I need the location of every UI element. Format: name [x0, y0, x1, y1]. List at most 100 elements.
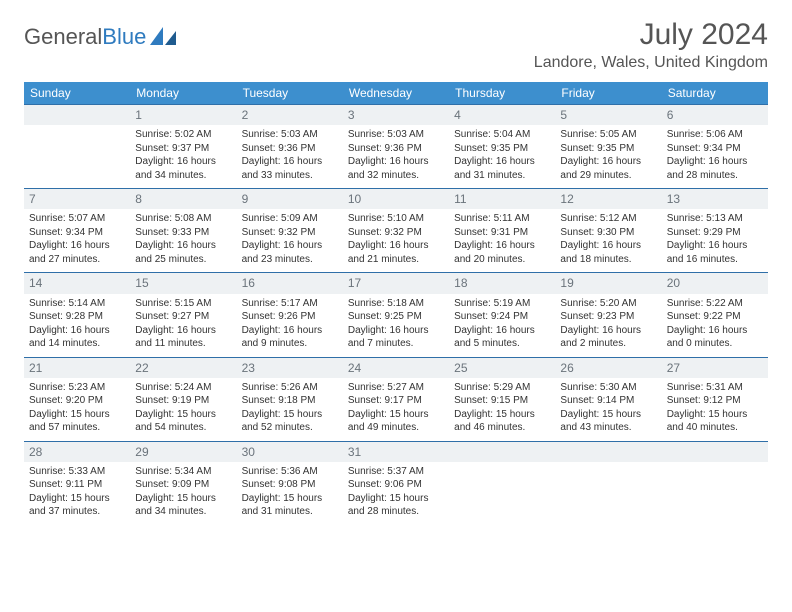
day-number: 20 [662, 273, 768, 293]
sunset-text: Sunset: 9:08 PM [242, 478, 338, 492]
sunrise-text: Sunrise: 5:05 AM [560, 128, 656, 142]
sunrise-text: Sunrise: 5:02 AM [135, 128, 231, 142]
daylight-text: Daylight: 15 hours [454, 408, 550, 422]
location-text: Landore, Wales, United Kingdom [534, 54, 768, 72]
sunrise-text: Sunrise: 5:26 AM [242, 381, 338, 395]
day-cell: 27Sunrise: 5:31 AMSunset: 9:12 PMDayligh… [662, 358, 768, 441]
sunset-text: Sunset: 9:12 PM [667, 394, 763, 408]
day-cell: 1Sunrise: 5:02 AMSunset: 9:37 PMDaylight… [130, 105, 236, 188]
dayname: Sunday [24, 82, 130, 104]
daylight-text: Daylight: 16 hours [348, 239, 444, 253]
day-number: 5 [555, 105, 661, 125]
sunset-text: Sunset: 9:33 PM [135, 226, 231, 240]
daylight-text: and 34 minutes. [135, 505, 231, 519]
daylight-text: Daylight: 16 hours [560, 324, 656, 338]
sunrise-text: Sunrise: 5:14 AM [29, 297, 125, 311]
day-number: 31 [343, 442, 449, 462]
daylight-text: and 40 minutes. [667, 421, 763, 435]
daylight-text: Daylight: 16 hours [348, 324, 444, 338]
sunset-text: Sunset: 9:25 PM [348, 310, 444, 324]
dayname: Friday [555, 82, 661, 104]
daylight-text: Daylight: 15 hours [135, 408, 231, 422]
sunrise-text: Sunrise: 5:24 AM [135, 381, 231, 395]
dayname: Wednesday [343, 82, 449, 104]
daylight-text: and 16 minutes. [667, 253, 763, 267]
daylight-text: Daylight: 15 hours [135, 492, 231, 506]
sunset-text: Sunset: 9:22 PM [667, 310, 763, 324]
sunset-text: Sunset: 9:20 PM [29, 394, 125, 408]
title-block: July 2024 Landore, Wales, United Kingdom [534, 18, 768, 72]
week-row: 1Sunrise: 5:02 AMSunset: 9:37 PMDaylight… [24, 104, 768, 188]
day-cell: 28Sunrise: 5:33 AMSunset: 9:11 PMDayligh… [24, 442, 130, 525]
day-number: 3 [343, 105, 449, 125]
sunrise-text: Sunrise: 5:36 AM [242, 465, 338, 479]
empty-cell [24, 105, 130, 188]
sunset-text: Sunset: 9:09 PM [135, 478, 231, 492]
daylight-text: Daylight: 16 hours [135, 324, 231, 338]
day-number: 14 [24, 273, 130, 293]
logo-word1: General [24, 24, 102, 49]
day-cell: 11Sunrise: 5:11 AMSunset: 9:31 PMDayligh… [449, 189, 555, 272]
week-row: 28Sunrise: 5:33 AMSunset: 9:11 PMDayligh… [24, 441, 768, 525]
sunset-text: Sunset: 9:36 PM [348, 142, 444, 156]
day-number: 4 [449, 105, 555, 125]
daylight-text: Daylight: 15 hours [242, 408, 338, 422]
sunset-text: Sunset: 9:11 PM [29, 478, 125, 492]
daylight-text: and 9 minutes. [242, 337, 338, 351]
daylight-text: Daylight: 15 hours [29, 492, 125, 506]
day-cell: 25Sunrise: 5:29 AMSunset: 9:15 PMDayligh… [449, 358, 555, 441]
day-number: 30 [237, 442, 343, 462]
day-cell: 10Sunrise: 5:10 AMSunset: 9:32 PMDayligh… [343, 189, 449, 272]
daylight-text: and 5 minutes. [454, 337, 550, 351]
daylight-text: Daylight: 16 hours [242, 239, 338, 253]
sunset-text: Sunset: 9:26 PM [242, 310, 338, 324]
day-cell: 14Sunrise: 5:14 AMSunset: 9:28 PMDayligh… [24, 273, 130, 356]
sunset-text: Sunset: 9:34 PM [29, 226, 125, 240]
daylight-text: and 46 minutes. [454, 421, 550, 435]
dayname: Thursday [449, 82, 555, 104]
sunrise-text: Sunrise: 5:15 AM [135, 297, 231, 311]
day-cell: 31Sunrise: 5:37 AMSunset: 9:06 PMDayligh… [343, 442, 449, 525]
daylight-text: Daylight: 15 hours [242, 492, 338, 506]
day-cell: 12Sunrise: 5:12 AMSunset: 9:30 PMDayligh… [555, 189, 661, 272]
day-cell: 30 Sunrise: 5:36 AMSunset: 9:08 PMDayligh… [237, 442, 343, 525]
daylight-text: and 27 minutes. [29, 253, 125, 267]
day-cell: 22Sunrise: 5:24 AMSunset: 9:19 PMDayligh… [130, 358, 236, 441]
day-number-empty [555, 442, 661, 462]
day-number: 1 [130, 105, 236, 125]
daylight-text: and 33 minutes. [242, 169, 338, 183]
daylight-text: Daylight: 16 hours [242, 324, 338, 338]
logo-text: GeneralBlue [24, 24, 146, 50]
day-cell: 19Sunrise: 5:20 AMSunset: 9:23 PMDayligh… [555, 273, 661, 356]
sunset-text: Sunset: 9:06 PM [348, 478, 444, 492]
sunset-text: Sunset: 9:32 PM [348, 226, 444, 240]
day-cell: 16Sunrise: 5:17 AMSunset: 9:26 PMDayligh… [237, 273, 343, 356]
daylight-text: Daylight: 16 hours [667, 239, 763, 253]
daylight-text: Daylight: 16 hours [560, 239, 656, 253]
sunset-text: Sunset: 9:30 PM [560, 226, 656, 240]
daylight-text: and 28 minutes. [667, 169, 763, 183]
sunset-text: Sunset: 9:24 PM [454, 310, 550, 324]
sunset-text: Sunset: 9:34 PM [667, 142, 763, 156]
daylight-text: and 14 minutes. [29, 337, 125, 351]
daylight-text: and 20 minutes. [454, 253, 550, 267]
sunrise-text: Sunrise: 5:19 AM [454, 297, 550, 311]
week-row: 14Sunrise: 5:14 AMSunset: 9:28 PMDayligh… [24, 272, 768, 356]
sunset-text: Sunset: 9:32 PM [242, 226, 338, 240]
week-row: 7Sunrise: 5:07 AMSunset: 9:34 PMDaylight… [24, 188, 768, 272]
daylight-text: Daylight: 16 hours [29, 324, 125, 338]
daylight-text: Daylight: 16 hours [242, 155, 338, 169]
sunrise-text: Sunrise: 5:03 AM [348, 128, 444, 142]
daylight-text: Daylight: 15 hours [667, 408, 763, 422]
sunset-text: Sunset: 9:29 PM [667, 226, 763, 240]
day-cell: 13Sunrise: 5:13 AMSunset: 9:29 PMDayligh… [662, 189, 768, 272]
daylight-text: Daylight: 15 hours [29, 408, 125, 422]
week-row: 21Sunrise: 5:23 AMSunset: 9:20 PMDayligh… [24, 357, 768, 441]
day-number: 17 [343, 273, 449, 293]
dayname: Saturday [662, 82, 768, 104]
day-number: 6 [662, 105, 768, 125]
daylight-text: and 31 minutes. [454, 169, 550, 183]
daylight-text: and 28 minutes. [348, 505, 444, 519]
sunrise-text: Sunrise: 5:12 AM [560, 212, 656, 226]
calendar: SundayMondayTuesdayWednesdayThursdayFrid… [24, 82, 768, 525]
